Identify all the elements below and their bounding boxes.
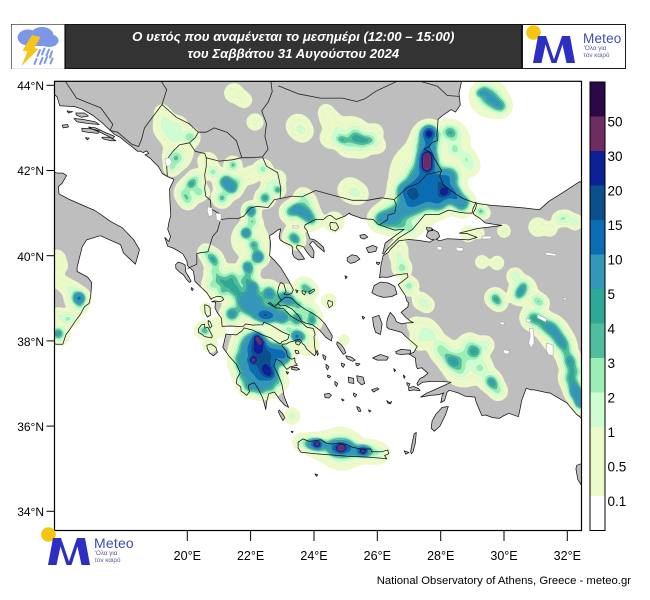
svg-text:30: 30 bbox=[608, 149, 623, 164]
svg-text:15: 15 bbox=[608, 218, 623, 233]
svg-text:0.1: 0.1 bbox=[608, 494, 627, 509]
svg-text:1: 1 bbox=[608, 425, 616, 440]
svg-text:5: 5 bbox=[608, 287, 616, 302]
svg-text:0.5: 0.5 bbox=[608, 460, 627, 475]
svg-text:3: 3 bbox=[608, 356, 616, 371]
svg-text:20: 20 bbox=[608, 184, 623, 199]
svg-text:4: 4 bbox=[608, 322, 616, 337]
svg-text:2: 2 bbox=[608, 391, 616, 406]
svg-text:50: 50 bbox=[608, 115, 623, 130]
svg-text:10: 10 bbox=[608, 253, 623, 268]
